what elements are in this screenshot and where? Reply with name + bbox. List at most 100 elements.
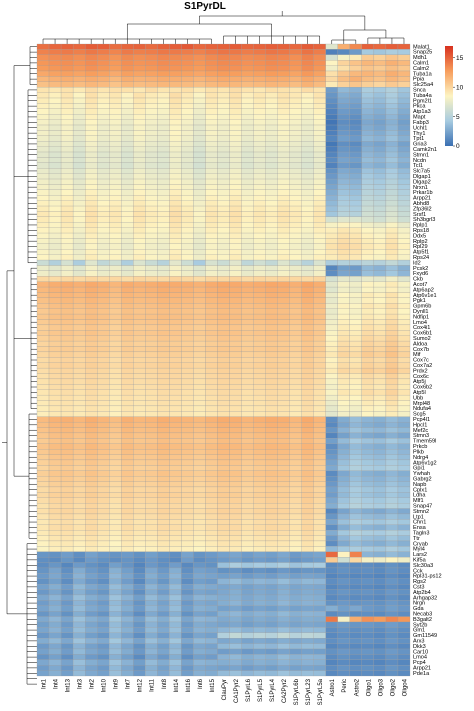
heatmap-cell <box>85 254 98 261</box>
row-label: Cox6b1 <box>413 331 432 337</box>
heatmap-cell <box>229 173 242 180</box>
heatmap-cell <box>72 303 86 309</box>
heatmap-cell <box>133 465 146 471</box>
heatmap-cell <box>229 632 242 639</box>
heatmap-cell <box>325 465 338 471</box>
heatmap-cell <box>253 222 266 228</box>
heatmap-cell <box>361 540 375 547</box>
heatmap-cell <box>36 373 50 380</box>
heatmap-cell <box>313 416 326 423</box>
heatmap-cell <box>109 81 122 88</box>
heatmap-cell <box>277 249 290 255</box>
heatmap-cell <box>325 249 338 255</box>
heatmap-cell <box>157 465 170 471</box>
heatmap-cell <box>97 254 110 261</box>
heatmap-cell <box>241 459 254 466</box>
heatmap-cell <box>181 97 194 104</box>
heatmap-cell <box>205 535 218 542</box>
heatmap-cell <box>373 108 387 115</box>
heatmap-cell <box>181 557 194 563</box>
heatmap-cell <box>169 49 182 55</box>
heatmap-cell <box>109 297 122 304</box>
heatmap-cell <box>145 557 158 563</box>
heatmap-cell <box>169 243 182 250</box>
heatmap-cell <box>277 648 290 655</box>
heatmap-cell <box>373 87 387 93</box>
heatmap-cell <box>325 632 338 639</box>
heatmap-cell <box>145 222 158 228</box>
heatmap-cell <box>241 589 254 596</box>
heatmap-cell <box>72 173 86 180</box>
heatmap-cell <box>85 324 98 331</box>
heatmap-cell <box>48 135 62 142</box>
heatmap-cell <box>97 427 110 434</box>
heatmap-cell <box>109 114 122 120</box>
heatmap-cell <box>85 659 98 666</box>
heatmap-cell <box>157 211 170 217</box>
heatmap-cell <box>361 270 375 277</box>
heatmap-cells <box>36 43 411 677</box>
heatmap-cell <box>289 146 302 153</box>
heatmap-cell <box>325 54 338 61</box>
heatmap-cell <box>121 573 134 579</box>
heatmap-cell <box>169 421 182 428</box>
heatmap-cell <box>265 60 278 66</box>
heatmap-cell <box>301 308 314 315</box>
heatmap-cell <box>265 584 278 590</box>
heatmap-cell <box>133 670 146 677</box>
heatmap-cell <box>181 346 194 353</box>
heatmap-cell <box>205 432 218 439</box>
heatmap-cell <box>217 432 230 439</box>
heatmap-cell <box>265 562 278 569</box>
heatmap-cell <box>361 292 375 299</box>
heatmap-cell <box>277 411 290 417</box>
heatmap-cell <box>385 616 399 623</box>
heatmap-cell <box>169 114 182 120</box>
heatmap-cell <box>385 308 399 315</box>
heatmap-cell <box>169 205 182 212</box>
heatmap-cell <box>349 648 362 655</box>
heatmap-cell <box>97 443 110 450</box>
heatmap-cell <box>265 508 278 515</box>
heatmap-cell <box>241 259 254 266</box>
heatmap-cell <box>36 562 50 569</box>
heatmap-cell <box>145 481 158 488</box>
heatmap-cell <box>60 103 74 109</box>
heatmap-cell <box>36 508 50 515</box>
heatmap-cell <box>289 389 302 396</box>
heatmap-cell <box>157 81 170 88</box>
heatmap-cell <box>361 227 375 234</box>
heatmap-cell <box>217 454 230 461</box>
heatmap-cell <box>253 486 266 493</box>
heatmap-cell <box>133 546 146 552</box>
heatmap-cell <box>385 54 399 61</box>
heatmap-cell <box>349 238 362 244</box>
heatmap-cell <box>205 519 218 525</box>
row-label: Mapt <box>413 115 426 121</box>
heatmap-cell <box>301 108 314 115</box>
heatmap-cell <box>133 216 146 223</box>
heatmap-cell <box>133 178 146 185</box>
heatmap-cell <box>289 357 302 363</box>
heatmap-cell <box>72 405 86 412</box>
heatmap-cell <box>97 81 110 88</box>
heatmap-cell <box>121 600 134 606</box>
heatmap-cell <box>241 303 254 309</box>
heatmap-cell <box>349 638 362 644</box>
heatmap-cell <box>325 141 338 147</box>
heatmap-cell <box>193 92 206 99</box>
heatmap-cell <box>85 665 98 671</box>
heatmap-cell <box>205 524 218 531</box>
heatmap-cell <box>145 308 158 315</box>
heatmap-cell <box>121 611 134 617</box>
heatmap-cell <box>181 108 194 115</box>
heatmap-cell <box>325 124 338 131</box>
heatmap-cell <box>313 616 326 623</box>
heatmap-cell <box>169 130 182 136</box>
heatmap-cell <box>157 259 170 266</box>
heatmap-cell <box>337 438 350 444</box>
heatmap-cell <box>313 92 326 99</box>
heatmap-cell <box>397 503 411 509</box>
heatmap-cell <box>205 195 218 201</box>
heatmap-cell <box>169 373 182 380</box>
